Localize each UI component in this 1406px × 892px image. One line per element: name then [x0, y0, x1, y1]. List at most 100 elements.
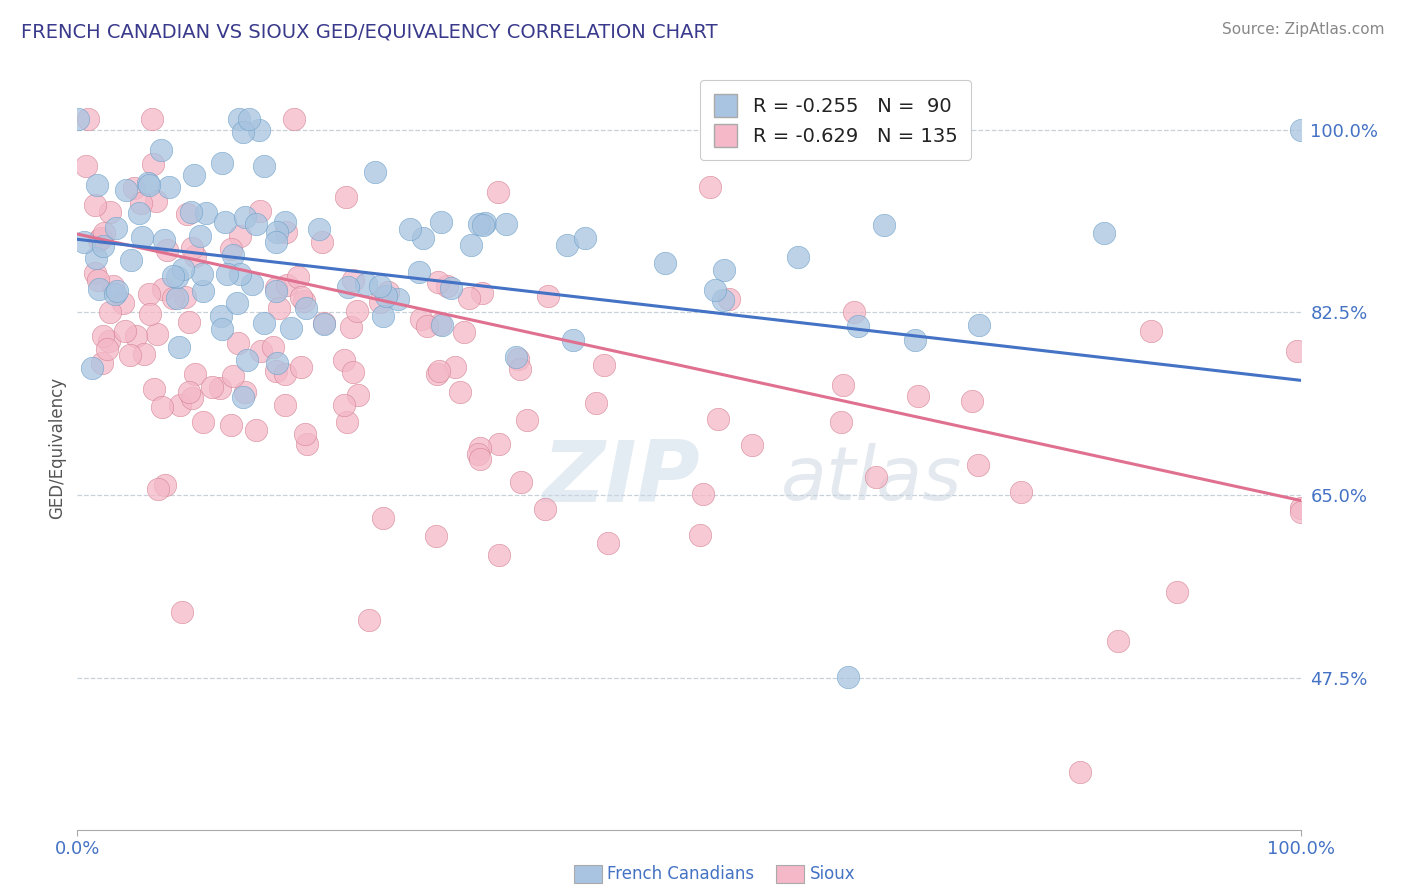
Point	[354, 277, 377, 291]
Point	[280, 321, 302, 335]
Point	[86, 272, 108, 286]
Point	[221, 248, 243, 262]
Point	[128, 206, 150, 220]
Point	[486, 185, 509, 199]
Point	[172, 605, 194, 619]
Point	[245, 217, 267, 231]
Point	[837, 670, 859, 684]
Point	[208, 381, 231, 395]
Point	[474, 216, 496, 230]
Point	[221, 243, 243, 257]
Point	[172, 262, 194, 277]
Point	[232, 125, 254, 139]
Point	[436, 279, 458, 293]
Point	[191, 284, 214, 298]
Point	[87, 233, 110, 247]
Point	[408, 265, 430, 279]
Point	[253, 159, 276, 173]
Point	[180, 391, 202, 405]
Point	[232, 390, 254, 404]
Point	[741, 438, 763, 452]
Point	[235, 384, 257, 399]
Point	[689, 528, 711, 542]
Point	[505, 351, 527, 365]
Text: ZIP: ZIP	[543, 437, 700, 520]
Point	[176, 206, 198, 220]
Point	[703, 284, 725, 298]
Point	[534, 502, 557, 516]
Point	[266, 225, 288, 239]
Point	[444, 360, 467, 375]
Point	[180, 241, 202, 255]
Point	[152, 282, 174, 296]
Point	[236, 352, 259, 367]
Point	[142, 157, 165, 171]
Point	[90, 230, 112, 244]
Point	[120, 252, 142, 267]
Point	[416, 318, 439, 333]
Point	[226, 296, 249, 310]
Point	[80, 360, 103, 375]
Point	[166, 269, 188, 284]
Point	[115, 184, 138, 198]
Point	[399, 222, 422, 236]
Point	[962, 393, 984, 408]
Point	[311, 235, 333, 249]
Point	[266, 364, 288, 378]
Point	[219, 417, 242, 432]
Point	[786, 250, 808, 264]
Point	[440, 281, 463, 295]
Point	[831, 378, 853, 392]
Point	[364, 164, 387, 178]
Text: atlas: atlas	[780, 442, 962, 515]
Point	[229, 229, 252, 244]
Text: Source: ZipAtlas.com: Source: ZipAtlas.com	[1222, 22, 1385, 37]
Point	[842, 305, 865, 319]
Point	[141, 112, 163, 127]
Point	[91, 329, 114, 343]
Point	[340, 319, 363, 334]
Point	[368, 294, 391, 309]
Point	[276, 225, 298, 239]
Y-axis label: GED/Equivalency: GED/Equivalency	[48, 377, 66, 519]
Point	[495, 217, 517, 231]
Point	[274, 368, 297, 382]
Point	[97, 334, 120, 348]
Point	[180, 205, 202, 219]
Point	[75, 159, 97, 173]
Point	[114, 325, 136, 339]
Point	[706, 411, 728, 425]
Point	[314, 317, 336, 331]
Point	[1139, 324, 1161, 338]
Point	[183, 168, 205, 182]
Point	[103, 278, 125, 293]
Point	[308, 222, 330, 236]
Point	[458, 291, 481, 305]
Point	[173, 290, 195, 304]
Point	[562, 333, 585, 347]
Point	[184, 249, 207, 263]
Point	[654, 256, 676, 270]
Point	[292, 293, 315, 308]
Point	[184, 367, 207, 381]
Point	[287, 269, 309, 284]
Point	[274, 214, 297, 228]
Point	[830, 415, 852, 429]
Point	[373, 309, 395, 323]
Point	[865, 470, 887, 484]
Point	[93, 227, 115, 241]
Point	[162, 291, 184, 305]
Text: FRENCH CANADIAN VS SIOUX GED/EQUIVALENCY CORRELATION CHART: FRENCH CANADIAN VS SIOUX GED/EQUIVALENCY…	[21, 22, 717, 41]
Point	[177, 384, 200, 399]
Point	[488, 437, 510, 451]
Point	[516, 412, 538, 426]
Point	[846, 319, 869, 334]
Point	[592, 358, 614, 372]
Point	[228, 112, 250, 127]
Point	[692, 487, 714, 501]
Point	[146, 483, 169, 497]
Point	[357, 614, 380, 628]
Point	[125, 329, 148, 343]
Point	[342, 365, 364, 379]
Point	[233, 211, 256, 225]
